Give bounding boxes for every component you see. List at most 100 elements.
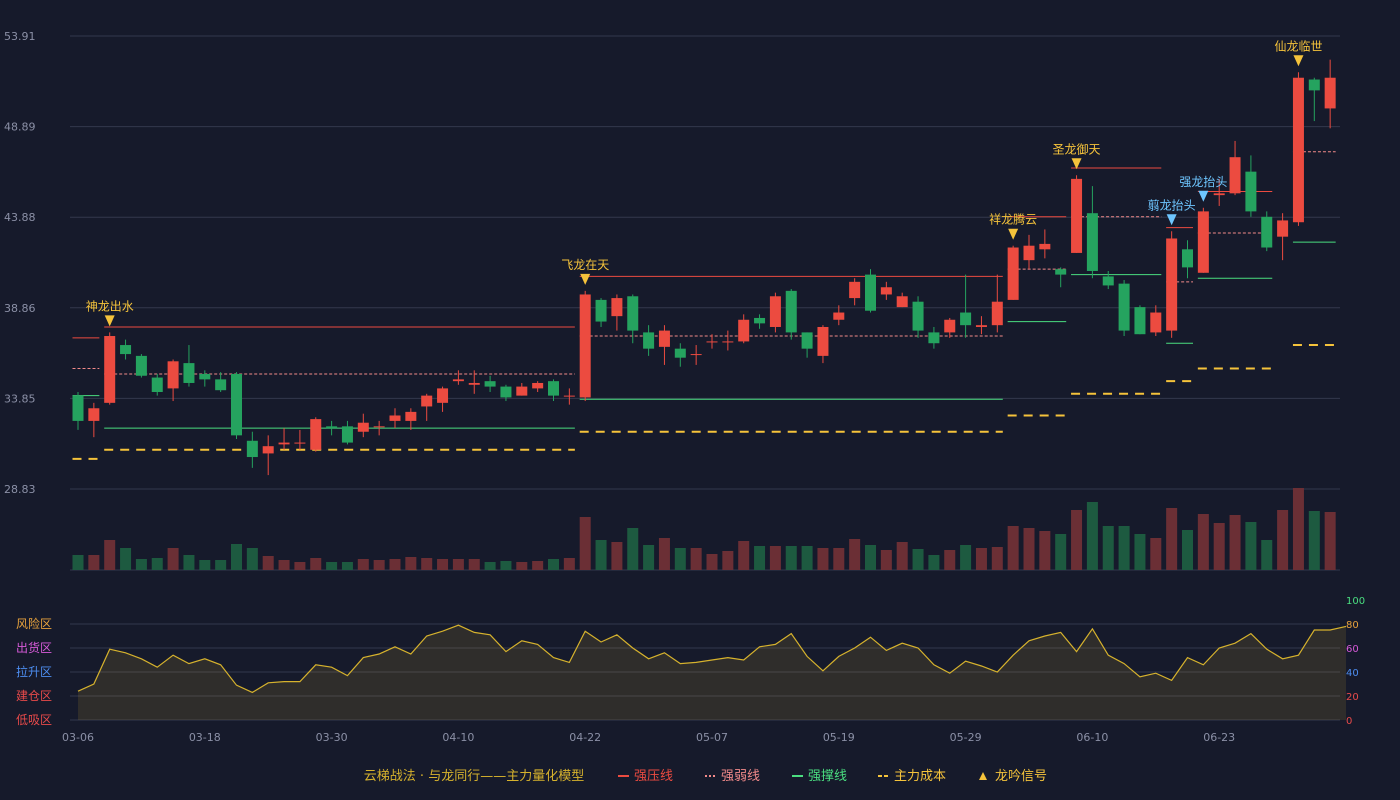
price-tick-label: 28.83 xyxy=(4,483,36,496)
osc-tick-label: 60 xyxy=(1346,644,1359,655)
candle-body xyxy=(643,332,655,349)
date-tick-label: 03-18 xyxy=(189,731,221,744)
signal-label: 圣龙御天 xyxy=(1053,141,1101,156)
candle xyxy=(357,413,369,438)
candlesticks xyxy=(72,59,1336,476)
volume-bar xyxy=(627,528,639,570)
volume-bar xyxy=(484,562,496,570)
signal-arrow xyxy=(1166,214,1177,226)
volume-bar xyxy=(1086,502,1098,570)
candle xyxy=(706,334,718,349)
candle xyxy=(310,417,322,452)
date-tick-label: 03-30 xyxy=(316,731,348,744)
candle xyxy=(1134,305,1146,335)
osc-tick-label: 20 xyxy=(1346,692,1359,703)
candle xyxy=(738,314,750,344)
legend-label: 强压线 xyxy=(634,769,673,784)
candle-body xyxy=(183,363,195,383)
volume-bar xyxy=(421,558,433,570)
candle-body xyxy=(928,332,940,344)
candle-body xyxy=(310,419,322,450)
volume-bar xyxy=(722,551,734,570)
candle-body xyxy=(880,287,892,295)
price-tick-label: 53.91 xyxy=(4,30,36,43)
candle xyxy=(231,372,242,439)
candle xyxy=(262,435,274,476)
volume-bar xyxy=(1039,531,1051,570)
volume-bar xyxy=(468,559,480,570)
volume-bar xyxy=(246,548,258,570)
volume-bar xyxy=(294,562,306,570)
osc-zone-label: 建仓区 xyxy=(16,689,52,703)
price-tick-label: 38.86 xyxy=(4,302,36,315)
legend-item: 主力成本 xyxy=(878,769,946,784)
candle xyxy=(421,393,433,421)
candle xyxy=(928,326,940,349)
volume-bar xyxy=(373,560,385,570)
volume-bar xyxy=(1102,526,1114,570)
candle xyxy=(722,330,734,351)
candle-body xyxy=(294,442,306,444)
candle-body xyxy=(833,312,845,320)
candle-body xyxy=(754,317,766,324)
candle-body xyxy=(468,382,480,385)
candle-body xyxy=(1134,307,1146,335)
volume-bar xyxy=(310,558,322,570)
candle xyxy=(801,332,813,358)
candle-body xyxy=(1292,77,1304,223)
candle-body xyxy=(1197,211,1209,273)
candle xyxy=(500,384,512,402)
candle-body xyxy=(548,381,559,396)
candle-body xyxy=(865,274,876,311)
signal-arrow xyxy=(580,273,591,285)
volume-bar xyxy=(500,561,512,570)
candle-body xyxy=(516,386,528,396)
signal-arrow xyxy=(1008,228,1019,240)
candle-body xyxy=(1213,193,1225,196)
candle-body xyxy=(405,411,417,421)
date-tick-label: 03-06 xyxy=(62,731,94,744)
signal-label: 翦龙抬头 xyxy=(1148,197,1196,212)
osc-tick-label: 100 xyxy=(1346,596,1365,607)
candle xyxy=(1261,211,1273,252)
candle-body xyxy=(1277,220,1289,237)
candle xyxy=(72,392,84,430)
volume-bar xyxy=(183,555,195,570)
volume-bar xyxy=(595,540,607,570)
volume-bar xyxy=(912,549,924,570)
signal-label: 强龙抬头 xyxy=(1179,175,1227,189)
volume-bar xyxy=(833,548,845,570)
candle xyxy=(167,359,179,402)
volume-bar xyxy=(326,562,338,570)
volume-bar xyxy=(944,550,956,570)
candle xyxy=(484,375,496,393)
candle xyxy=(643,325,655,356)
candle xyxy=(1055,267,1067,288)
candle-body xyxy=(960,312,972,326)
candle xyxy=(516,382,528,396)
volume-bar xyxy=(928,555,940,570)
candle-body xyxy=(341,426,353,443)
candle xyxy=(1324,59,1336,129)
candle-body xyxy=(1166,238,1178,331)
volume-bar xyxy=(801,546,813,570)
volume-bar xyxy=(357,559,369,570)
volume-bar xyxy=(1166,508,1178,570)
candle-body xyxy=(1102,276,1114,286)
signal-label: 仙龙临世 xyxy=(1274,39,1322,53)
volume-bar xyxy=(548,559,559,570)
candle xyxy=(215,372,227,393)
candle xyxy=(865,269,876,313)
candle xyxy=(563,388,575,405)
volume-bar xyxy=(1277,510,1289,570)
volume-bar xyxy=(849,539,861,570)
candle-body xyxy=(373,426,385,428)
candle xyxy=(627,294,639,344)
candle xyxy=(104,332,116,405)
candle xyxy=(896,292,908,308)
volume-bar xyxy=(1245,522,1257,570)
volume-bar xyxy=(72,555,84,570)
candle xyxy=(246,431,258,468)
